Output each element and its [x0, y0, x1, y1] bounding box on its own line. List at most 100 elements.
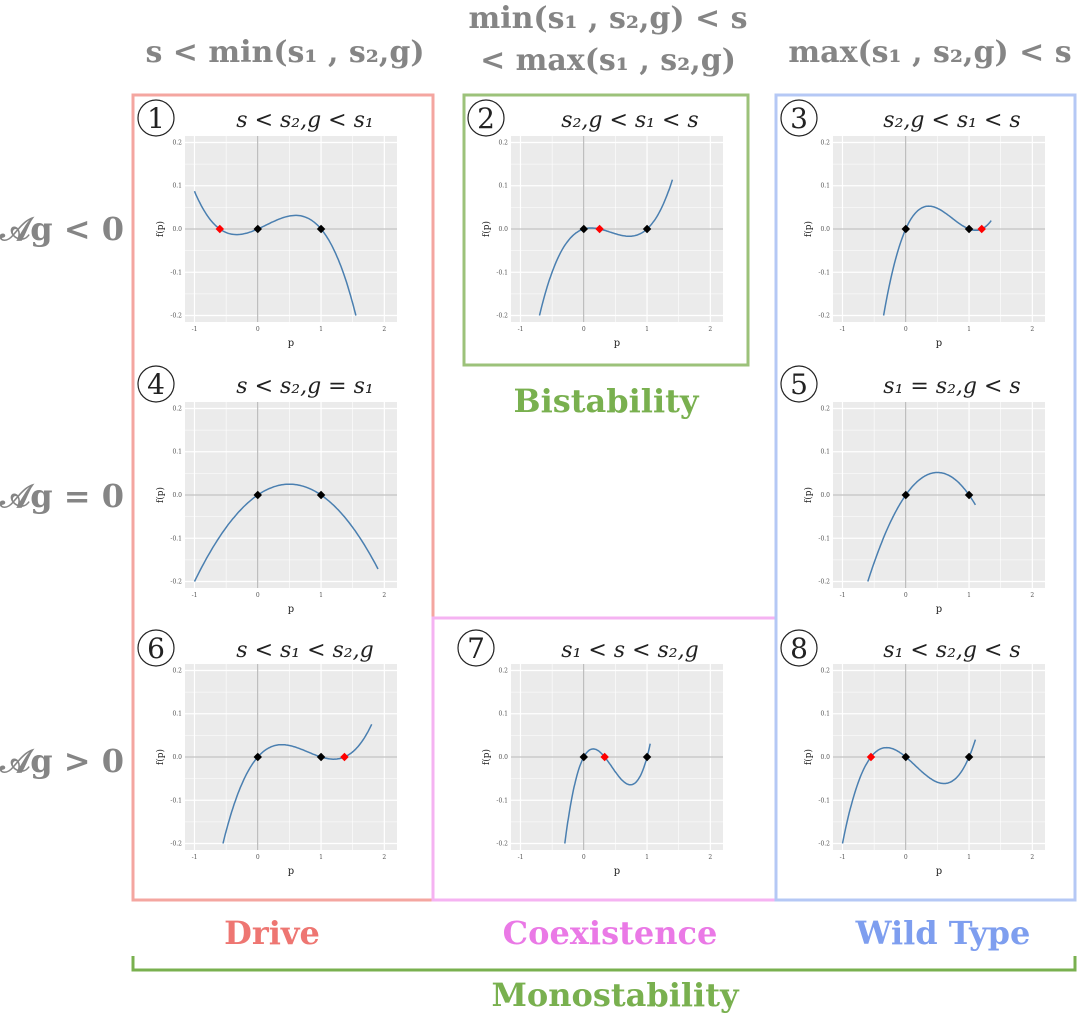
- equilibrium-point: [253, 490, 263, 500]
- panel-condition: s < s₂,g < s₁: [236, 108, 373, 133]
- y-tick-label: -0.1: [496, 797, 508, 804]
- unstable-equilibrium-point: [340, 752, 349, 762]
- header-col3: max(s₁ , s₂,g) < s: [788, 35, 1071, 70]
- x-axis-label: p: [288, 866, 294, 877]
- x-tick-label: 1: [967, 326, 971, 333]
- y-tick-label: -0.2: [818, 841, 830, 848]
- panel-7: -1 0 1 2 0.2 0.1 0.0 -0.1 -0.2 p f(p) 7 s₁ < s < s₂,…: [457, 629, 723, 877]
- drive-region-box: [131, 93, 435, 902]
- y-tick-label: 0.2: [820, 667, 830, 674]
- x-tick-label: 1: [319, 326, 323, 333]
- y-tick-label: 0.0: [820, 492, 830, 499]
- monostability-label: Monostability: [491, 976, 740, 1014]
- y-axis-label: f(p): [803, 221, 814, 237]
- y-axis-label: f(p): [155, 487, 166, 503]
- y-axis-label: f(p): [803, 487, 814, 503]
- y-tick-label: 0.0: [820, 754, 830, 761]
- y-tick-label: 0.1: [820, 449, 830, 456]
- panel-8: -1 0 1 2 0.2 0.1 0.0 -0.1 -0.2 p f(p) 8 s₁ < s₂,g < …: [780, 629, 1045, 877]
- y-axis-label: f(p): [481, 221, 492, 237]
- y-tick-label: 0.0: [820, 226, 830, 233]
- row-label-negative: 𝒜g < 0: [0, 210, 124, 248]
- y-tick-label: 0.1: [172, 183, 182, 190]
- y-tick-label: -0.2: [170, 313, 182, 320]
- equilibrium-point: [316, 224, 326, 234]
- y-tick-label: 0.2: [172, 405, 182, 412]
- y-tick-label: 0.2: [820, 405, 830, 412]
- x-axis-label: p: [288, 604, 294, 615]
- y-tick-label: 0.0: [172, 226, 182, 233]
- y-tick-label: 0.1: [820, 183, 830, 190]
- y-axis-label: f(p): [481, 749, 492, 765]
- panel-number-badge: [137, 629, 175, 667]
- row-label-positive: 𝒜g > 0: [0, 742, 124, 780]
- x-tick-label: 0: [904, 326, 908, 333]
- wild-type-label: Wild Type: [855, 914, 1031, 952]
- header-col2-line1: min(s₁ , s₂,g) < s: [468, 1, 747, 36]
- equilibrium-point: [316, 752, 326, 762]
- panel-condition: s < s₂,g = s₁: [236, 374, 373, 399]
- panel-6: -1 0 1 2 0.2 0.1 0.0 -0.1 -0.2 p f(p) 6 s < s₁ < s₂,…: [137, 629, 397, 877]
- panel-number: 4: [147, 368, 165, 401]
- x-tick-label: 0: [582, 326, 586, 333]
- x-tick-label: 2: [708, 854, 712, 861]
- y-axis-label: f(p): [803, 749, 814, 765]
- curve-fp: [538, 179, 674, 316]
- y-tick-label: -0.2: [170, 841, 182, 848]
- x-tick-label: -1: [192, 592, 198, 599]
- y-tick-label: -0.1: [170, 797, 182, 804]
- panel-5: -1 0 1 2 0.2 0.1 0.0 -0.1 -0.2 p f(p) 5 s₁ = s₂,g < …: [780, 365, 1045, 615]
- curve-fp: [867, 471, 977, 582]
- y-tick-label: 0.2: [172, 667, 182, 674]
- curve-fp: [564, 743, 651, 844]
- row-label-zero: 𝒜g = 0: [0, 477, 124, 515]
- x-tick-label: 2: [708, 326, 712, 333]
- y-tick-label: -0.2: [170, 579, 182, 586]
- y-tick-label: -0.1: [170, 535, 182, 542]
- x-tick-label: 0: [904, 592, 908, 599]
- y-tick-label: -0.2: [496, 841, 508, 848]
- bistability-region-box: [462, 93, 750, 367]
- x-tick-label: 2: [382, 326, 386, 333]
- y-tick-label: -0.2: [818, 313, 830, 320]
- panel-number-badge: [457, 629, 495, 667]
- y-tick-label: 0.1: [172, 711, 182, 718]
- panel-number-badge: [780, 629, 818, 667]
- equilibrium-point: [579, 752, 589, 762]
- x-axis-label: p: [936, 866, 942, 877]
- x-tick-label: 1: [319, 854, 323, 861]
- panel-condition: s < s₁ < s₂,g: [236, 638, 373, 663]
- x-axis-label: p: [936, 604, 942, 615]
- x-tick-label: 2: [1030, 854, 1034, 861]
- x-tick-label: -1: [840, 326, 846, 333]
- y-tick-label: 0.0: [172, 492, 182, 499]
- panel-number-badge: [137, 99, 175, 137]
- x-tick-label: 2: [382, 592, 386, 599]
- y-axis-label: f(p): [155, 749, 166, 765]
- x-tick-label: 0: [904, 854, 908, 861]
- x-tick-label: -1: [840, 854, 846, 861]
- x-tick-label: -1: [192, 854, 198, 861]
- y-tick-label: 0.1: [172, 449, 182, 456]
- panel-3: -1 0 1 2 0.2 0.1 0.0 -0.1 -0.2 p f(p) 3 s₂,g < s₁ < …: [780, 99, 1045, 349]
- panel-condition: s₁ < s < s₂,g: [561, 638, 698, 663]
- x-tick-label: -1: [840, 592, 846, 599]
- x-tick-label: 0: [256, 854, 260, 861]
- curve-fp: [882, 205, 992, 316]
- x-tick-label: -1: [518, 326, 524, 333]
- y-tick-label: 0.1: [820, 711, 830, 718]
- y-tick-label: -0.1: [818, 535, 830, 542]
- x-tick-label: 0: [256, 592, 260, 599]
- panel-grid: -1 0 1 2 0.2 0.1 0.0 -0.1 -0.2 p f(p) 1 s < s₂,g < s…: [137, 99, 1045, 877]
- panel-4: -1 0 1 2 0.2 0.1 0.0 -0.1 -0.2 p f(p) 4 s < s₂,g = s…: [137, 365, 397, 615]
- header-col2-line2: < max(s₁ , s₂,g): [480, 43, 736, 78]
- x-axis-label: p: [614, 866, 620, 877]
- y-tick-label: -0.1: [496, 269, 508, 276]
- curve-fp: [841, 739, 977, 844]
- unstable-equilibrium-point: [866, 752, 876, 762]
- x-tick-label: 2: [382, 854, 386, 861]
- panel-number-badge: [780, 99, 818, 137]
- panel-number-badge: [137, 365, 175, 403]
- monostability-bracket: [131, 956, 1077, 972]
- equilibrium-point: [253, 224, 263, 234]
